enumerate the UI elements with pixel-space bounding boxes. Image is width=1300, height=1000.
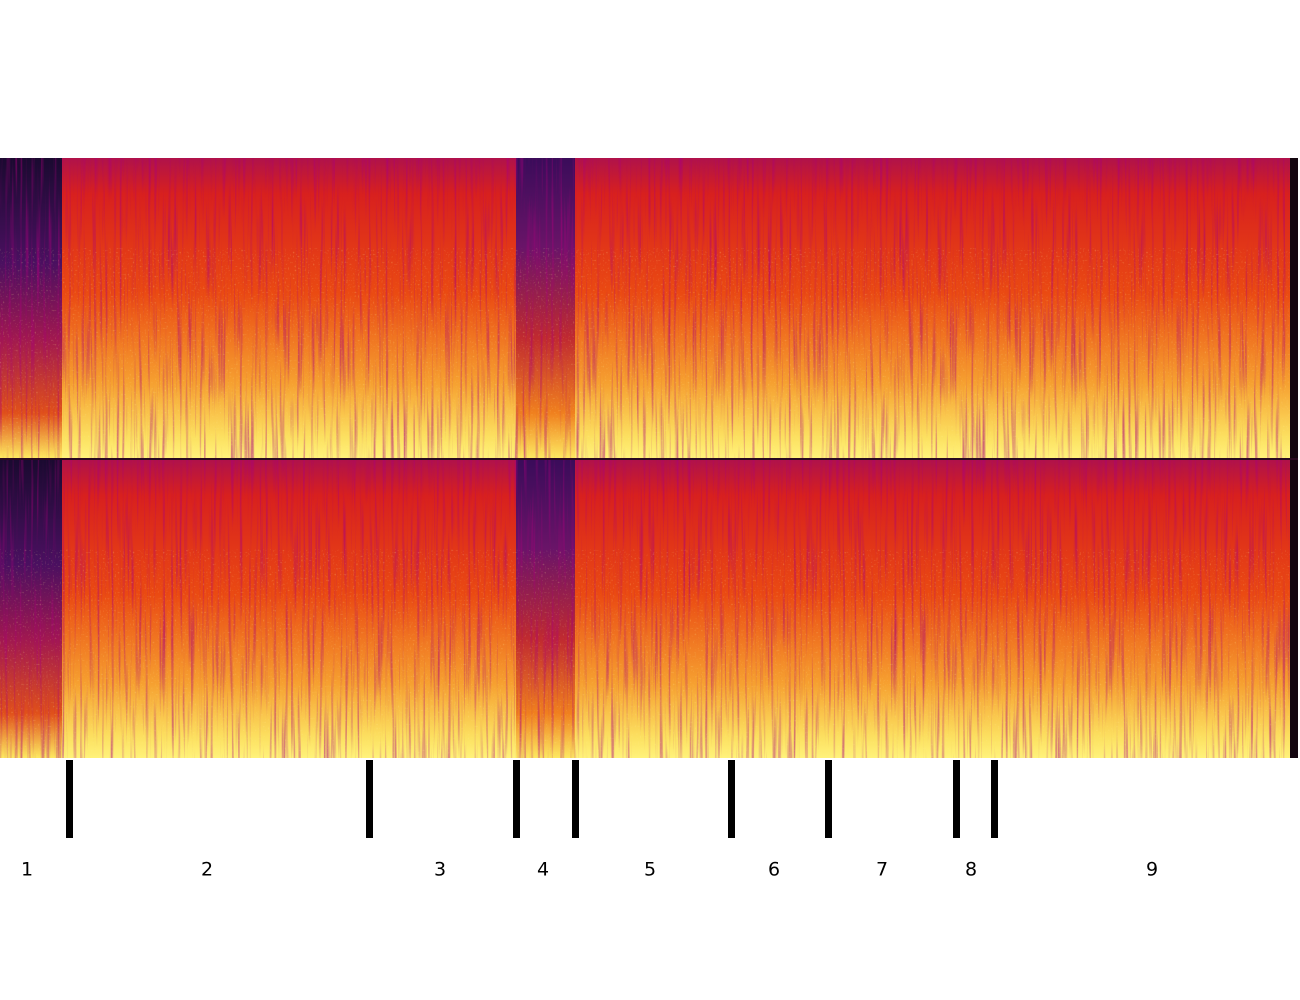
segment-label: 4 (537, 859, 549, 881)
segment-markers (66, 760, 998, 838)
segment-label: 1 (21, 859, 33, 881)
segment-label: 3 (434, 859, 446, 881)
segment-marker (66, 760, 73, 838)
edge-strip (1290, 460, 1298, 758)
edge-strip (1290, 158, 1298, 458)
segment-label: 2 (201, 859, 213, 881)
segment-marker (728, 760, 735, 838)
panel-gap (0, 458, 1298, 460)
segment-marker (953, 760, 960, 838)
noise-speck (0, 248, 1290, 458)
segment-marker (825, 760, 832, 838)
segment-label: 6 (768, 859, 780, 881)
segment-marker (572, 760, 579, 838)
spectrogram (0, 158, 1298, 758)
segment-labels: 1 2 3 4 5 6 7 8 9 (21, 859, 1158, 881)
segment-label: 7 (876, 859, 888, 881)
noise-speck (0, 549, 1290, 758)
segment-marker (991, 760, 998, 838)
segment-marker (513, 760, 520, 838)
segment-label: 8 (965, 859, 977, 881)
segment-label: 9 (1146, 859, 1158, 881)
segment-marker (366, 760, 373, 838)
segment-label: 5 (644, 859, 656, 881)
